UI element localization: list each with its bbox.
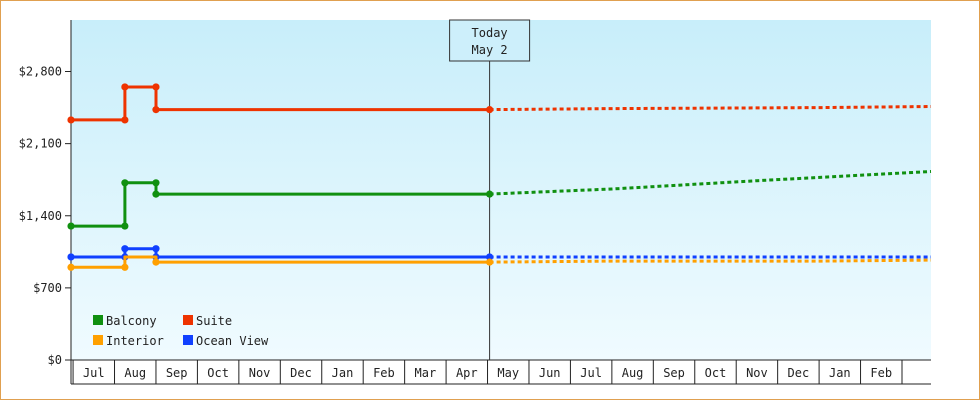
x-tick-label: Jan: [332, 366, 354, 380]
x-tick-label: Mar: [415, 366, 437, 380]
x-tick-label: Nov: [249, 366, 271, 380]
series-interior-point: [486, 258, 494, 266]
legend-swatch-balcony: [93, 315, 103, 325]
legend-label-balcony: Balcony: [106, 314, 157, 328]
series-suite-point: [152, 106, 160, 114]
x-tick-label: Jul: [83, 366, 105, 380]
legend-label-ocean-view: Ocean View: [196, 334, 269, 348]
x-tick-label: Dec: [290, 366, 312, 380]
series-balcony-point: [152, 179, 160, 187]
series-suite-point: [121, 83, 129, 91]
x-tick-label: Jun: [539, 366, 561, 380]
legend-label-suite: Suite: [196, 314, 232, 328]
series-layer: [67, 83, 932, 271]
series-ocean-view-point: [486, 253, 494, 261]
y-axis: $0 $700 $1,400 $2,100 $2,800: [19, 20, 72, 384]
legend-label-interior: Interior: [106, 334, 164, 348]
y-tick-label: $1,400: [19, 209, 62, 223]
x-tick-label: Sep: [663, 366, 685, 380]
x-tick-label: Feb: [870, 366, 892, 380]
series-interior-forecast: [489, 258, 932, 264]
legend-swatch-ocean-view: [183, 335, 193, 345]
series-balcony-point: [121, 179, 129, 187]
series-interior-point: [67, 263, 75, 271]
x-tick-label: Apr: [456, 366, 478, 380]
series-balcony-point: [67, 222, 75, 230]
series-ocean-view-line: [71, 247, 490, 259]
legend: Balcony Suite Interior Ocean View: [93, 314, 269, 348]
x-tick-label: Oct: [705, 366, 727, 380]
y-tick-label: $2,100: [19, 137, 62, 151]
series-suite-point: [486, 106, 494, 114]
x-tick-label: Aug: [622, 366, 644, 380]
series-balcony-point: [152, 190, 160, 198]
series-balcony-point: [486, 190, 494, 198]
series-suite-point: [152, 83, 160, 91]
legend-swatch-interior: [93, 335, 103, 345]
today-date: May 2: [472, 43, 508, 57]
series-interior-point: [121, 263, 129, 271]
series-interior-line: [71, 255, 490, 269]
series-suite-point: [67, 116, 75, 124]
x-tick-label: May: [497, 366, 519, 380]
x-tick-label: Feb: [373, 366, 395, 380]
legend-swatch-suite: [183, 315, 193, 325]
plot-background: [71, 20, 931, 360]
series-ocean-view-point: [152, 245, 160, 253]
x-tick-label: Sep: [166, 366, 188, 380]
today-label: Today: [472, 26, 508, 40]
y-tick-label: $700: [33, 281, 62, 295]
x-tick-label: Oct: [207, 366, 229, 380]
y-tick-label: $0: [48, 353, 62, 367]
series-balcony-line: [71, 181, 490, 228]
series-suite-point: [121, 116, 129, 124]
series-interior-point: [152, 258, 160, 266]
x-tick-label: Dec: [788, 366, 810, 380]
series-suite-line: [71, 85, 490, 122]
x-tick-label: Jul: [580, 366, 602, 380]
today-box: [449, 19, 531, 62]
x-axis: Jul Aug Sep Oct Nov Dec Jan Feb Mar Apr May Jun Jul A…: [71, 359, 931, 385]
series-suite-forecast: [489, 105, 932, 112]
series-ocean-view-point: [121, 245, 129, 253]
x-tick-label: Aug: [124, 366, 146, 380]
x-tick-label: Jan: [829, 366, 851, 380]
series-balcony-point: [121, 222, 129, 230]
series-ocean-view-point: [67, 253, 75, 261]
x-tick-label: Nov: [746, 366, 768, 380]
y-tick-label: $2,800: [19, 65, 62, 79]
